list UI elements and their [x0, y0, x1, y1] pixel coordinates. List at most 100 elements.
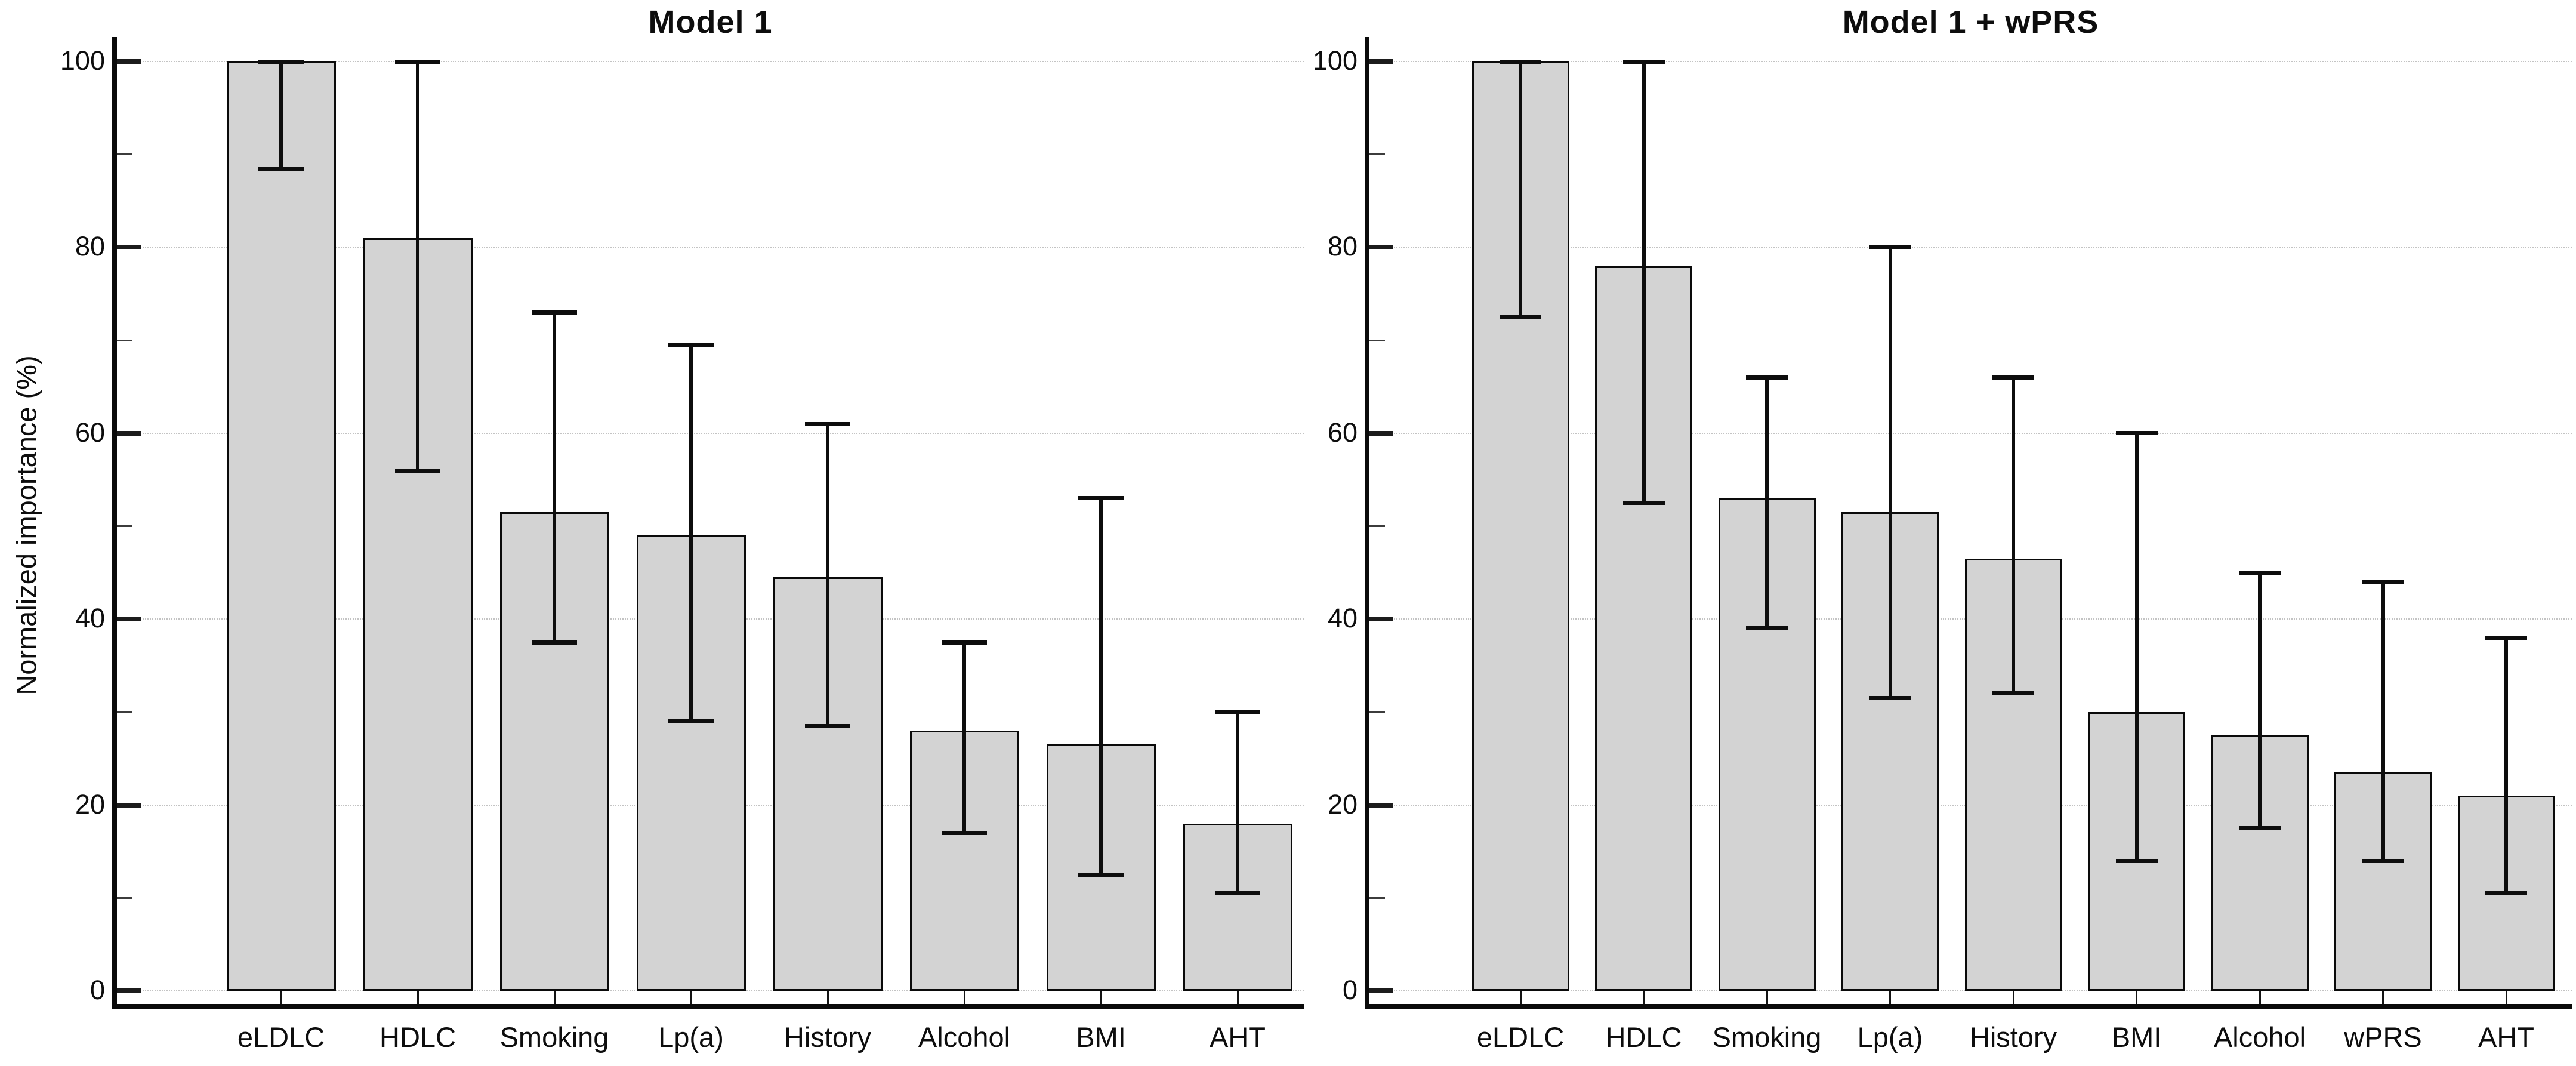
gridline	[117, 990, 1304, 991]
x-axis-spine	[112, 1004, 1304, 1009]
error-bar-line	[1765, 377, 1769, 628]
panel-title: Model 1	[648, 4, 773, 40]
error-bar-cap-bottom	[668, 719, 714, 723]
error-bar-cap-top	[668, 343, 714, 347]
y-tick-major	[117, 430, 141, 436]
panel-title: Model 1 + wPRS	[1842, 4, 2099, 40]
y-tick-minor	[1369, 153, 1385, 156]
category-tick	[1889, 991, 1891, 1004]
error-bar-line	[279, 61, 283, 169]
error-bar-line	[1642, 61, 1646, 503]
y-tick-major	[1369, 802, 1393, 808]
y-tick-minor	[117, 525, 132, 527]
y-tick-label: 100	[1312, 45, 1358, 76]
category-label: wPRS	[2344, 1021, 2422, 1053]
y-tick-minor	[117, 339, 132, 341]
category-tick	[963, 991, 965, 1004]
y-tick-minor	[1369, 711, 1385, 713]
category-label: HDLC	[380, 1021, 456, 1053]
x-axis-spine	[1365, 1004, 2572, 1009]
error-bar-cap-bottom	[1078, 872, 1124, 877]
category-tick	[2012, 991, 2014, 1004]
y-tick-minor	[1369, 896, 1385, 899]
error-bar-line	[689, 344, 693, 722]
error-bar-line	[1519, 61, 1522, 318]
category-label: Alcohol	[918, 1021, 1011, 1053]
category-tick	[1236, 991, 1239, 1004]
error-bar-cap-top	[1078, 496, 1124, 501]
error-bar-cap-top	[532, 310, 577, 315]
y-tick-label: 0	[90, 975, 105, 1005]
y-tick-label: 20	[1327, 788, 1358, 819]
category-label: Smoking	[499, 1021, 609, 1053]
y-axis-spine	[112, 37, 117, 1009]
error-bar-cap-bottom	[2485, 891, 2527, 895]
y-tick-major	[1369, 245, 1393, 250]
error-bar-line	[962, 642, 966, 833]
category-tick	[553, 991, 556, 1004]
category-tick	[826, 991, 829, 1004]
error-bar-cap-bottom	[942, 830, 987, 835]
y-tick-major	[1369, 430, 1393, 436]
gridline	[1369, 432, 2572, 434]
error-bar-cap-top	[395, 59, 440, 64]
error-bar-cap-bottom	[1992, 691, 2034, 696]
category-label: Alcohol	[2213, 1021, 2306, 1053]
y-tick-minor	[117, 896, 132, 899]
y-tick-major	[117, 59, 141, 64]
error-bar-cap-bottom	[1622, 501, 1665, 506]
y-tick-label: 80	[1327, 231, 1358, 262]
gridline	[117, 247, 1304, 248]
category-label: BMI	[1076, 1021, 1126, 1053]
error-bar-cap-top	[2115, 431, 2158, 436]
y-axis-spine	[1365, 37, 1369, 1009]
error-bar-cap-bottom	[1500, 315, 1541, 319]
category-tick	[2259, 991, 2261, 1004]
category-label: AHT	[1210, 1021, 1266, 1053]
y-axis-title: Normalized importance (%)	[10, 355, 42, 695]
error-bar-line	[2012, 377, 2015, 694]
gridline	[117, 61, 1304, 62]
error-bar-cap-top	[1869, 245, 1911, 249]
error-bar-cap-bottom	[395, 468, 440, 473]
y-tick-label: 60	[1327, 417, 1358, 448]
category-tick	[1643, 991, 1645, 1004]
category-label: Lp(a)	[1857, 1021, 1923, 1053]
y-tick-major	[117, 245, 141, 250]
y-tick-major	[117, 802, 141, 808]
y-tick-major	[1369, 617, 1393, 622]
gridline	[1369, 61, 2572, 62]
y-tick-label: 40	[1327, 603, 1358, 634]
category-label: Lp(a)	[658, 1021, 724, 1053]
y-tick-major	[1369, 59, 1393, 64]
error-bar-cap-bottom	[2115, 858, 2158, 863]
y-tick-minor	[1369, 525, 1385, 527]
category-tick	[1100, 991, 1102, 1004]
gridline	[117, 432, 1304, 434]
y-tick-major	[1369, 988, 1393, 993]
error-bar-line	[826, 424, 829, 726]
error-bar-cap-bottom	[805, 723, 850, 728]
error-bar-cap-top	[1500, 59, 1541, 64]
category-label: HDLC	[1605, 1021, 1682, 1053]
category-label: BMI	[2111, 1021, 2162, 1053]
error-bar-cap-top	[805, 421, 850, 426]
y-tick-label: 40	[75, 603, 105, 634]
category-tick	[2382, 991, 2384, 1004]
error-bar-cap-top	[942, 640, 987, 645]
y-tick-minor	[117, 153, 132, 156]
error-bar-cap-top	[258, 59, 304, 64]
error-bar-cap-top	[2239, 570, 2281, 575]
category-tick	[2136, 991, 2137, 1004]
error-bar-line	[553, 312, 556, 643]
category-tick	[280, 991, 282, 1004]
error-bar-line	[1236, 711, 1239, 894]
y-tick-major	[117, 988, 141, 993]
category-tick	[1766, 991, 1768, 1004]
category-label: eLDLC	[1476, 1021, 1565, 1053]
error-bar-cap-top	[1746, 375, 1788, 380]
category-tick	[417, 991, 419, 1004]
error-bar-line	[2258, 572, 2262, 828]
error-bar-line	[416, 61, 419, 471]
